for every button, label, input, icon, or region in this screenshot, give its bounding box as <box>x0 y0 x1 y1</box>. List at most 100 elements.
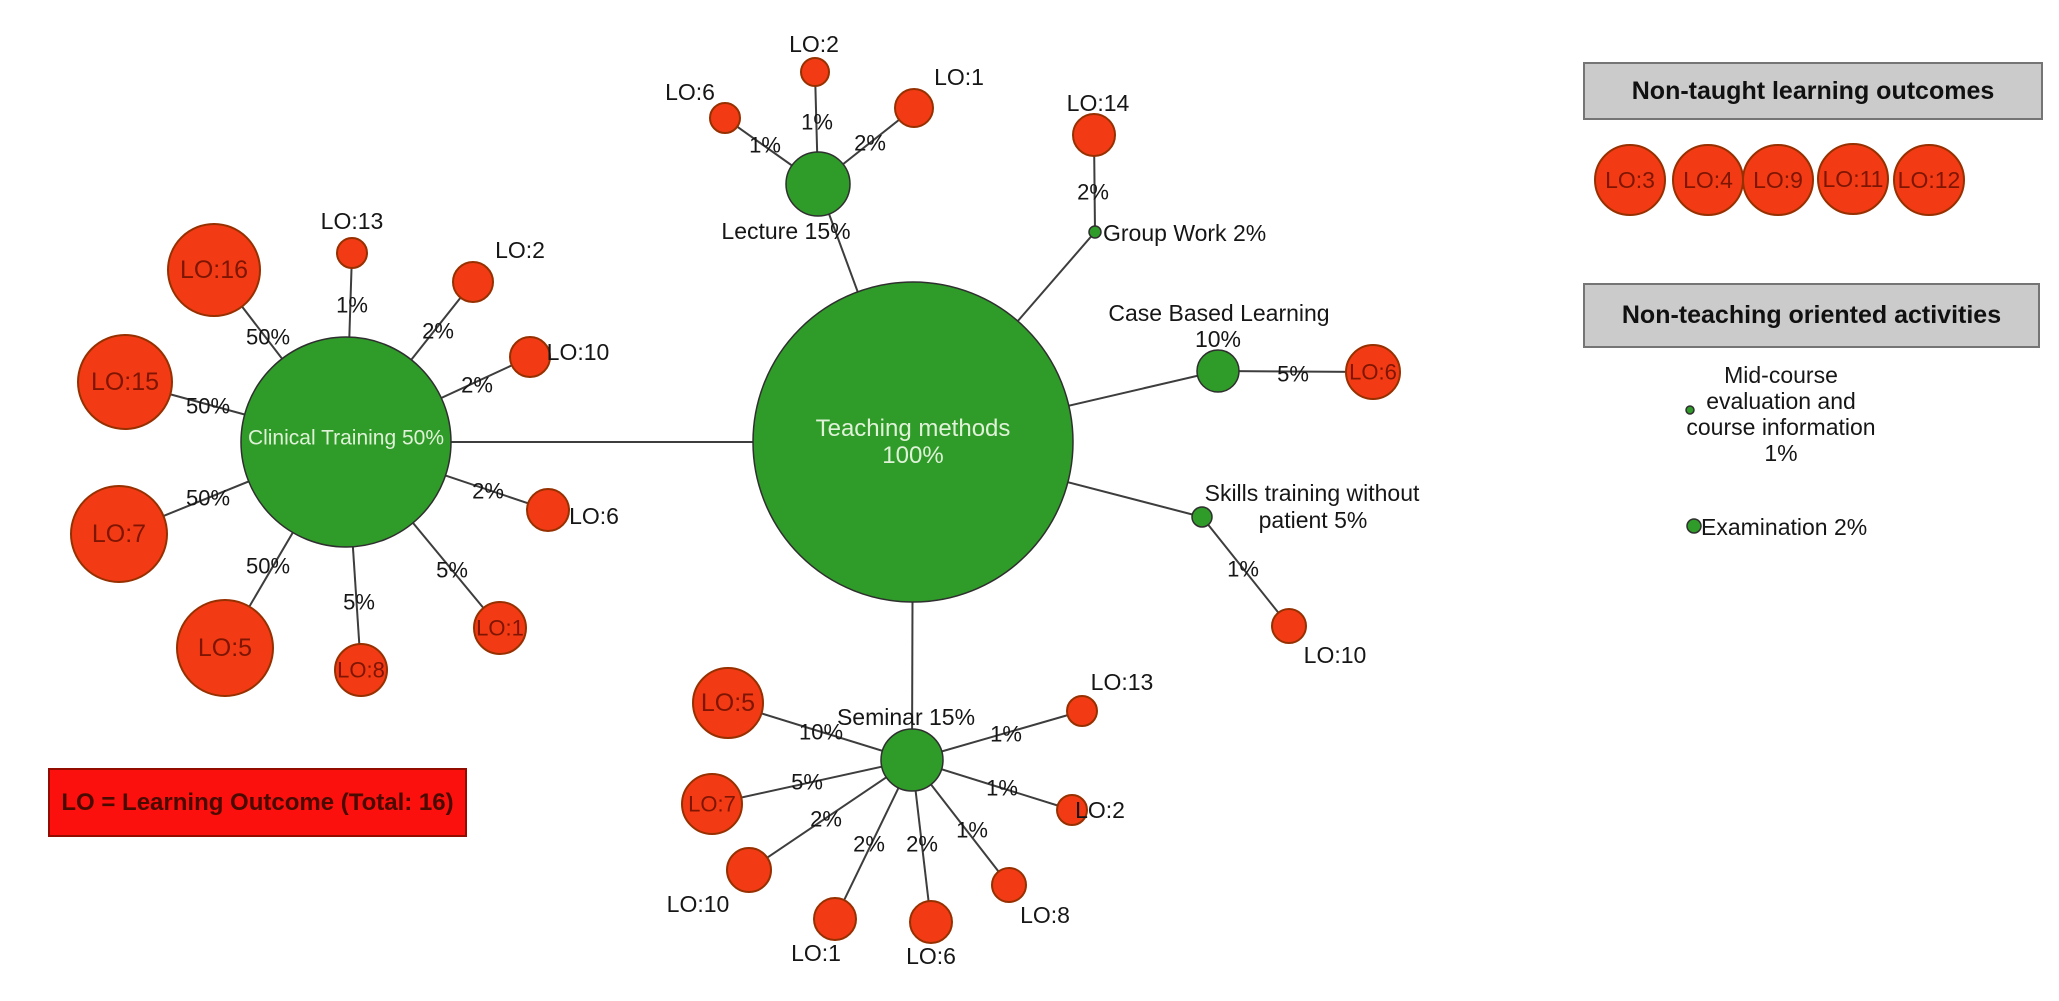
edge-label-clinical-lo10-clinical: 2% <box>461 373 493 398</box>
graph-label-2: LO:1 <box>934 64 984 90</box>
edge-label-seminar-lo10-seminar: 2% <box>810 807 842 832</box>
node-inner-label-lo16: LO:16 <box>180 256 248 284</box>
graph-label-5: Group Work 2% <box>1103 220 1266 246</box>
node-inner-label-teaching: Teaching methods <box>816 415 1011 442</box>
graph-label-18: LO:6 <box>906 943 956 969</box>
node-lo5-seminar <box>692 667 764 739</box>
node-lo5-clinical <box>176 599 274 697</box>
node-lo1-lecture <box>894 88 934 128</box>
edge-label-clinical-lo8-clinical: 5% <box>343 590 375 615</box>
edge-label-clinical-lo16: 50% <box>246 325 290 350</box>
edge-label-lecture-lo2-lecture: 1% <box>801 110 833 135</box>
graph-label-14: LO:6 <box>569 503 619 529</box>
graph-label-15: Seminar 15% <box>837 704 975 730</box>
node-lo10-clinical <box>509 336 551 378</box>
midcourse-line-2: evaluation and <box>1706 388 1856 414</box>
graph-label-0: LO:6 <box>665 79 715 105</box>
graph-label-7: 10% <box>1195 326 1241 352</box>
node-lo10-skills <box>1271 608 1307 644</box>
edge-label-clinical-lo1-clinical: 5% <box>436 558 468 583</box>
graph-label-6: Case Based Learning <box>1108 300 1329 326</box>
node-lo6-cbl <box>1345 344 1401 400</box>
node-lo8-seminar <box>991 867 1027 903</box>
edge-label-cbl-lo6-cbl: 5% <box>1277 362 1309 387</box>
edge-label-clinical-lo15: 50% <box>186 394 230 419</box>
node-seminar <box>880 728 944 792</box>
node-inner-label-lo4-legend: LO:4 <box>1683 167 1733 193</box>
node-lo15 <box>77 334 173 430</box>
node-inner-label-teaching: 100% <box>882 442 943 469</box>
node-inner-label-lo8-clinical: LO:8 <box>337 658 385 683</box>
edge-label-skills-lo10-skills: 1% <box>1227 557 1259 582</box>
node-midcourse-dot <box>1685 405 1695 415</box>
edge-skills-lo10-skills <box>1201 516 1290 627</box>
graph-label-10: LO:10 <box>1304 642 1367 668</box>
node-inner-label-lo6-cbl: LO:6 <box>1349 360 1397 385</box>
node-inner-label-lo7-seminar: LO:7 <box>688 792 736 817</box>
node-cbl <box>1196 349 1240 393</box>
edge-label-seminar-lo5-seminar: 10% <box>799 720 843 745</box>
node-lo2-lecture <box>800 57 830 87</box>
midcourse-line-3: course information <box>1686 414 1876 440</box>
edge-label-seminar-lo6-seminar: 2% <box>906 832 938 857</box>
edge-label-seminar-lo7-seminar: 5% <box>791 770 823 795</box>
midcourse-line-4: 1% <box>1764 440 1798 466</box>
graph-label-13: LO:10 <box>547 339 610 365</box>
graph-label-20: LO:2 <box>1075 797 1125 823</box>
graph-label-3: LO:14 <box>1067 90 1130 116</box>
node-inner-label-lo7-clinical: LO:7 <box>92 520 146 548</box>
node-inner-label-lo15: LO:15 <box>91 368 159 396</box>
midcourse-evaluation-label: Mid-course evaluation and course informa… <box>1630 362 1932 466</box>
node-lo16 <box>167 223 261 317</box>
node-inner-label-lo11-legend: LO:11 <box>1823 166 1884 192</box>
edge-label-seminar-lo8-seminar: 1% <box>956 818 988 843</box>
node-lo7-clinical <box>70 485 168 583</box>
examination-label: Examination 2% <box>1701 514 1868 540</box>
node-inner-label-lo3-legend: LO:3 <box>1605 167 1655 193</box>
edge-label-seminar-lo2-seminar: 1% <box>986 776 1018 801</box>
node-lo7-seminar <box>681 773 743 835</box>
graph-label-9: patient 5% <box>1259 507 1368 533</box>
node-inner-label-lo12-legend: LO:12 <box>1898 167 1961 193</box>
graph-label-17: LO:1 <box>791 940 841 966</box>
graph-label-21: LO:13 <box>1091 669 1154 695</box>
node-inner-label-lo1-clinical: LO:1 <box>476 616 524 641</box>
edge-label-lecture-lo1-lecture: 2% <box>854 131 886 156</box>
node-examination-dot <box>1686 518 1702 534</box>
node-lo1-seminar <box>813 897 857 941</box>
graph-label-11: LO:13 <box>321 208 384 234</box>
learning-outcome-key-box: LO = Learning Outcome (Total: 16) <box>48 768 467 837</box>
graph-label-16: LO:10 <box>667 891 730 917</box>
edge-label-clinical-lo7-clinical: 50% <box>186 486 230 511</box>
edge-label-seminar-lo13-seminar: 1% <box>990 722 1022 747</box>
node-lo14 <box>1072 113 1116 157</box>
edge-label-lo14-groupwork: 2% <box>1077 180 1109 205</box>
node-inner-label-lo9-legend: LO:9 <box>1753 167 1803 193</box>
non-teaching-activities-header: Non-teaching oriented activities <box>1583 283 2040 348</box>
node-lo13-clinical <box>336 237 368 269</box>
node-lo12-legend <box>1893 144 1965 216</box>
graph-label-1: LO:2 <box>789 31 839 57</box>
node-lo11-legend <box>1817 143 1889 215</box>
node-lo13-seminar <box>1066 695 1098 727</box>
node-lo6-seminar <box>909 900 953 944</box>
graph-label-19: LO:8 <box>1020 902 1070 928</box>
graph-label-12: LO:2 <box>495 237 545 263</box>
node-inner-label-lo5-clinical: LO:5 <box>198 634 252 662</box>
node-lo6-clinical <box>526 488 570 532</box>
node-lo1-clinical <box>473 601 527 655</box>
node-lo10-seminar <box>726 847 772 893</box>
node-teaching <box>752 281 1074 603</box>
edge-label-lecture-lo6-lecture: 1% <box>749 133 781 158</box>
graph-label-4: Lecture 15% <box>721 218 850 244</box>
edge-seminar-lo10-seminar <box>748 759 913 871</box>
node-lo6-lecture <box>709 102 741 134</box>
node-lo2-clinical <box>452 261 494 303</box>
node-clinical <box>240 336 452 548</box>
edge-label-clinical-lo13-clinical: 1% <box>336 293 368 318</box>
node-lecture <box>785 151 851 217</box>
edge-label-clinical-lo5-clinical: 50% <box>246 554 290 579</box>
node-lo2-seminar <box>1056 794 1088 826</box>
node-inner-label-clinical: Clinical Training 50% <box>248 427 444 450</box>
